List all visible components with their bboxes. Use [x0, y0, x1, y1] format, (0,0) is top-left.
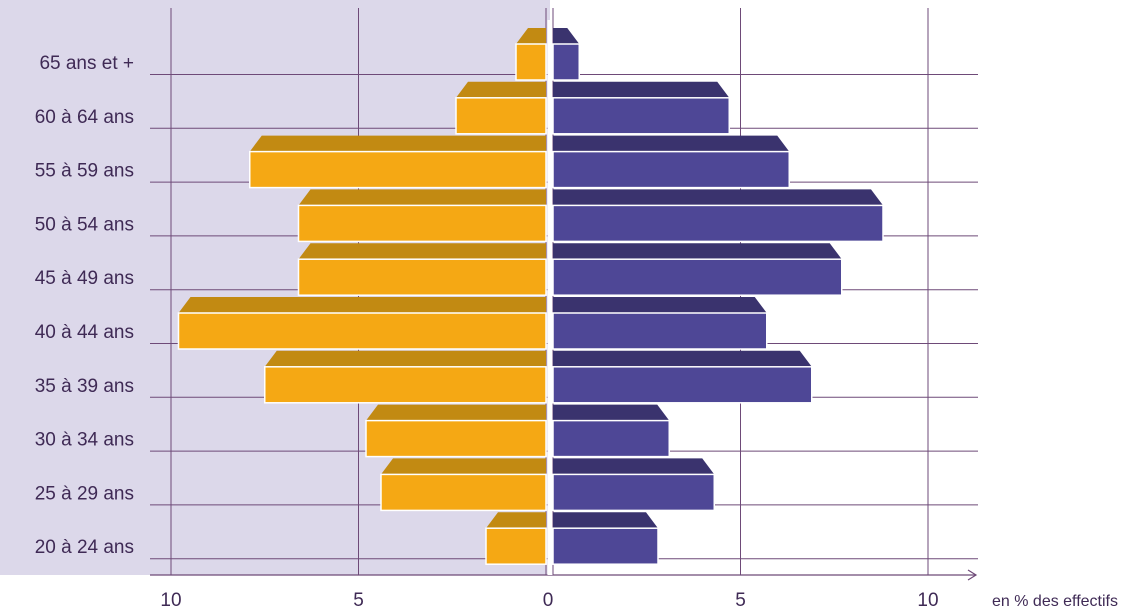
bar-left	[297, 204, 547, 243]
x-tick-labels: 10 5 0 5 10	[160, 590, 938, 611]
bar-right	[552, 204, 884, 243]
bar-right	[552, 97, 730, 135]
bar-right	[552, 150, 790, 189]
bar-right-top	[553, 243, 842, 260]
x-tick-label: 5	[735, 590, 746, 611]
unit-label: en % des effectifs	[992, 593, 1118, 610]
x-tick-label: 5	[353, 590, 364, 611]
bar-left	[455, 97, 547, 135]
bar-left	[515, 43, 547, 81]
bar-left	[365, 419, 547, 458]
category-label: 35 à 39 ans	[35, 376, 134, 397]
bar-right	[552, 473, 715, 512]
category-label: 40 à 44 ans	[35, 322, 134, 343]
category-label: 25 à 29 ans	[35, 483, 134, 504]
bar-right-top	[553, 135, 790, 152]
bar-right-top	[553, 350, 812, 367]
category-label: 50 à 54 ans	[35, 214, 134, 235]
x-tick-label: 0	[543, 590, 554, 611]
bar-left-top	[516, 28, 546, 44]
category-label: 65 ans et +	[39, 53, 134, 74]
bar-right-top	[553, 458, 715, 475]
bar-left	[249, 150, 547, 189]
bar-left-top	[264, 350, 546, 367]
bar-right	[552, 366, 813, 404]
category-label: 30 à 34 ans	[35, 430, 134, 451]
bar-left	[297, 258, 547, 296]
bar-left-top	[298, 189, 546, 206]
bar-right-top	[553, 404, 670, 421]
category-labels: 65 ans et + 60 à 64 ans 55 à 59 ans 50 à 54…	[35, 53, 134, 558]
bar-right-top	[553, 297, 767, 313]
bar-left-top	[486, 512, 546, 529]
bar-left	[264, 366, 547, 404]
bar-left-top	[249, 135, 546, 152]
bar-left-top	[381, 458, 546, 475]
x-tick-label: 10	[917, 590, 938, 611]
bar-left-top	[178, 297, 546, 313]
bar-left	[177, 312, 547, 350]
category-label: 45 à 49 ans	[35, 268, 134, 289]
bar-right	[552, 43, 580, 81]
bar-right	[552, 419, 670, 458]
bar-right-top	[553, 28, 580, 44]
bar-left-top	[456, 81, 546, 98]
bar-right	[552, 527, 659, 565]
bar-left-top	[298, 243, 546, 260]
bar-right-top	[553, 512, 658, 529]
bar-left	[485, 527, 547, 565]
bar-right-top	[553, 189, 883, 206]
bar-right	[552, 258, 843, 296]
category-label: 55 à 59 ans	[35, 161, 134, 182]
category-label: 20 à 24 ans	[35, 537, 134, 558]
x-tick-label: 10	[160, 590, 181, 611]
bar-right	[552, 312, 768, 350]
bar-left	[380, 473, 547, 512]
bars	[177, 20, 884, 575]
x-axis-arrow	[967, 569, 978, 581]
bar-right-top	[553, 81, 730, 98]
bar-left-top	[366, 404, 546, 421]
category-label: 60 à 64 ans	[35, 107, 134, 128]
